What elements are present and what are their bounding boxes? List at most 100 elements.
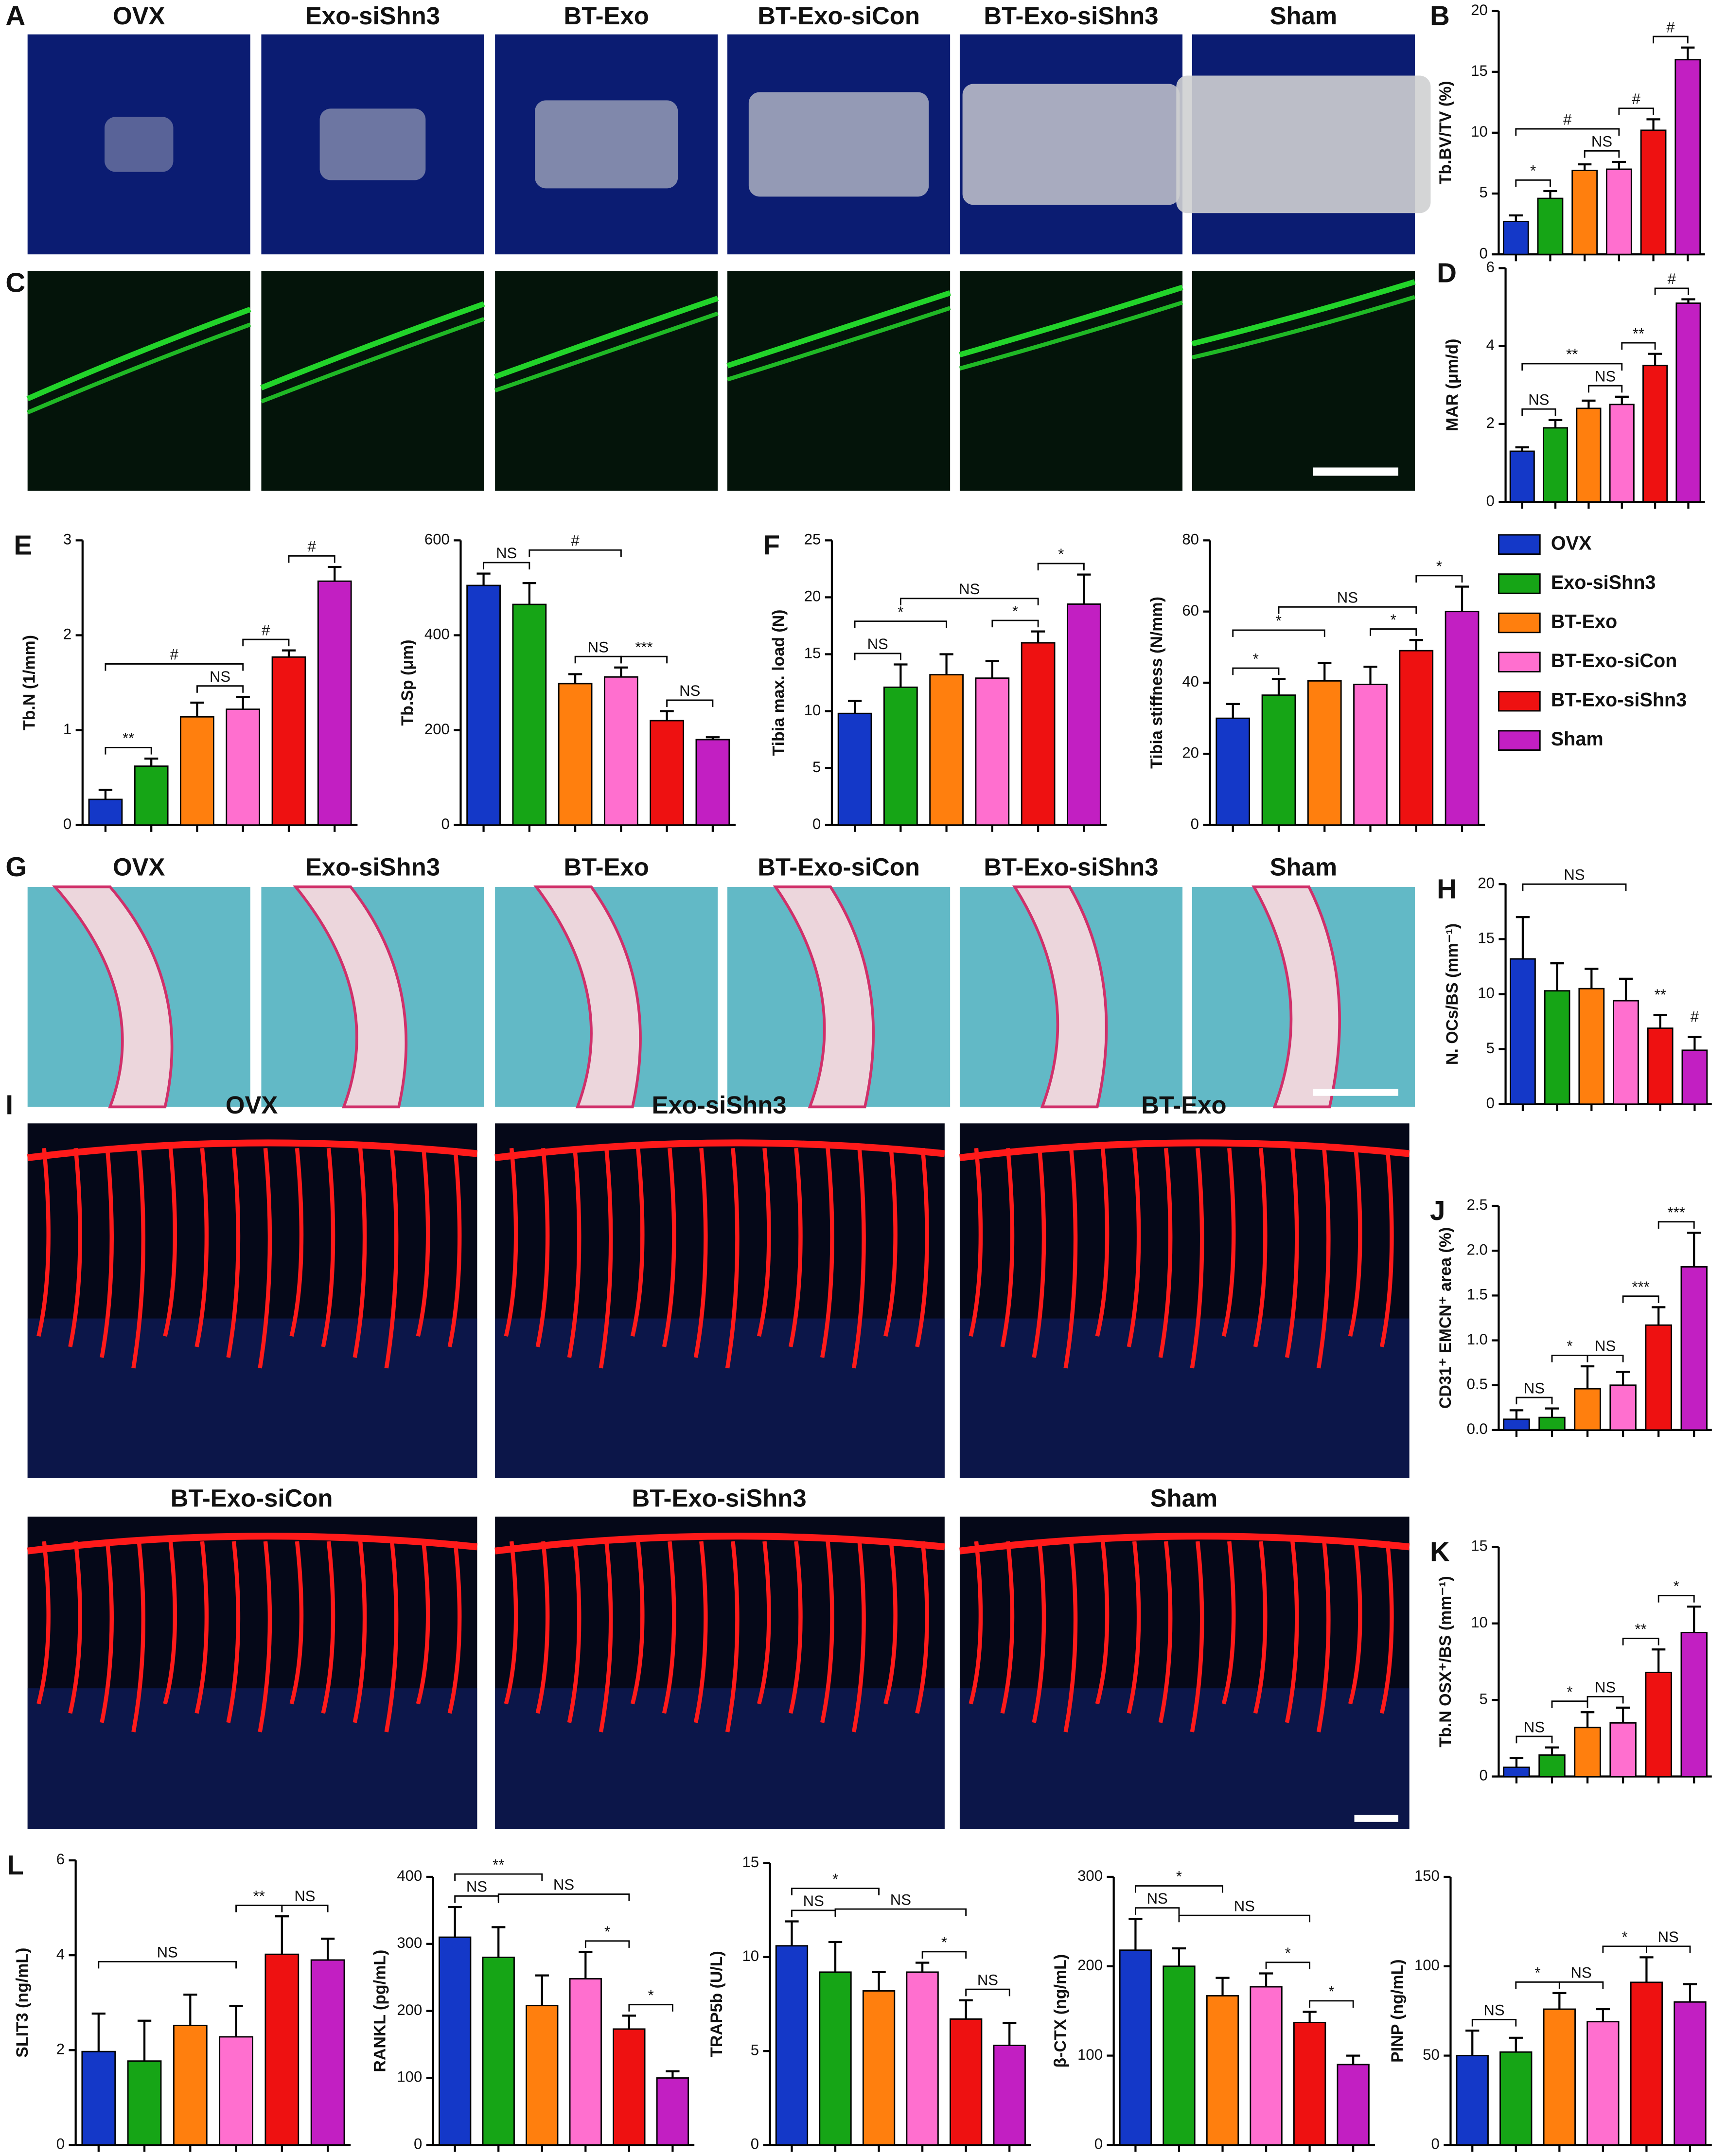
legend-label: BT-Exo-siShn3 [1551,689,1687,711]
image-label: BT-Exo-siShn3 [984,2,1158,30]
panel-letter: C [5,267,25,298]
sig-bracket [1037,563,1085,571]
image-label: Exo-siShn3 [305,2,440,30]
bone-render [962,84,1180,205]
image-label: BT-Exo-siCon [758,853,920,881]
vessel [630,1541,645,1705]
y-tick-label: 0 [1094,2136,1103,2153]
bar [604,676,638,826]
bar [1163,1965,1196,2146]
bar [1613,1000,1639,1105]
bar [1261,694,1296,826]
vessel [131,1148,146,1369]
y-tick-label: 100 [1077,2046,1103,2063]
bar [656,2077,689,2146]
sig-label: ** [1635,1621,1647,1638]
sig-label: * [832,1871,838,1888]
y-tick-label: 200 [397,2001,422,2018]
sig-label: NS [803,1892,824,1909]
y-tick-label: 0 [1191,815,1199,832]
y-tick-label: 1.0 [1467,1331,1488,1348]
sig-label: NS [959,581,980,598]
sig-bracket [288,555,335,563]
sig-label: NS [157,1944,178,1961]
vessel [1285,1148,1299,1358]
y-tick-label: 0 [441,815,450,832]
sig-label: NS [679,682,700,699]
sig-bracket [105,663,244,671]
bar [1642,365,1668,503]
vessel-front [27,1533,478,1555]
vessel [258,1541,272,1732]
bar [1445,611,1480,826]
bar [264,1953,300,2146]
sig-bracket [235,1905,283,1912]
vessel [693,1148,708,1358]
y-tick-label: 200 [1077,1957,1103,1974]
y-axis-label: CD31⁺ EMCN⁺ area (%) [1436,1227,1455,1409]
sig-bracket [1622,1295,1659,1303]
sig-bracket [1618,107,1654,115]
fluorescent-line [726,290,951,369]
sig-label: * [1622,1928,1628,1945]
sig-label: * [1567,1338,1572,1355]
fluorescent-line [260,317,485,404]
y-axis-label: PINP (ng/mL) [1388,1960,1407,2063]
y-tick-label: 0 [1486,1095,1495,1112]
legend-swatch [1498,652,1541,672]
bar [466,584,501,826]
sig-label: NS [553,1876,574,1893]
sig-label: * [1012,602,1018,619]
bar [81,2050,116,2146]
bar [88,798,123,826]
sig-bracket [1646,1945,1691,1953]
sig-bracket [454,1895,499,1903]
sig-bracket [1232,667,1280,675]
y-tick-label: 0 [414,2136,422,2153]
vessel [599,1148,613,1369]
bar [1502,221,1529,255]
y-tick-label: 100 [397,2068,422,2085]
sig-label: NS [1524,1718,1545,1735]
fluorescent-line [26,306,251,402]
y-tick-label: 10 [1478,985,1495,1002]
sig-label: # [1666,18,1675,35]
vessel [788,1148,803,1347]
bone-stain [533,885,642,1109]
sig-bracket [1515,128,1620,136]
y-tick-label: 0.5 [1467,1376,1488,1393]
vessel [1032,1148,1046,1358]
bar [1647,1027,1674,1105]
bar [862,1990,896,2146]
vessel [1316,1148,1331,1369]
panel-letter: K [1430,1536,1450,1567]
sig-label: # [1632,90,1641,107]
y-axis-label: N. OCs/BS (mm⁻¹) [1443,923,1462,1065]
sig-label: * [1176,1868,1182,1885]
legend-label: Sham [1551,728,1604,750]
image-label: Sham [1270,2,1338,30]
bar [1538,1754,1566,1777]
y-tick-label: 2.0 [1467,1241,1488,1258]
sig-bracket [620,655,668,664]
sig-bracket [854,653,901,661]
y-tick-label: 5 [812,759,821,776]
sig-label: NS [1483,2002,1504,2019]
marrow [959,1688,1410,1829]
vessel [36,1148,51,1337]
bar [1510,958,1536,1105]
vessel [725,1541,740,1732]
vessel [131,1541,146,1732]
y-tick-label: 15 [804,645,821,662]
y-tick-label: 5 [751,2041,759,2058]
sig-bracket [1178,1914,1311,1923]
sig-label: ** [1633,325,1644,342]
bone-render [319,108,426,180]
image-label: BT-Exo-siShn3 [984,853,1158,881]
y-axis-label: Tb.Sp (μm) [398,639,417,725]
sig-bracket [1602,1945,1647,1953]
y-axis-label: MAR (μm/d) [1443,339,1462,431]
bar [1606,168,1632,255]
sig-label: * [1253,650,1259,667]
